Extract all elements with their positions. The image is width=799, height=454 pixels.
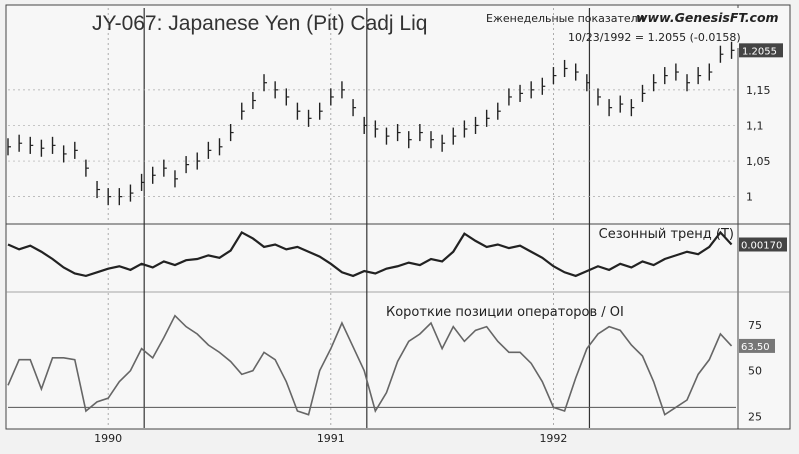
commercials-panel-title: Короткие позиции операторов / OI <box>386 305 624 320</box>
x-tick-label: 1990 <box>94 432 122 445</box>
weekly-label: Еженедельные показатели <box>486 12 645 25</box>
chart-frame <box>5 4 791 430</box>
x-tick-label: 1991 <box>317 432 345 445</box>
price-y-tick-label: 1 <box>746 191 753 204</box>
x-tick-label: 1992 <box>539 432 567 445</box>
commercials-y-tick-label: 50 <box>748 365 762 378</box>
header-backdrop <box>484 8 784 48</box>
commercials-line-layer <box>7 314 736 416</box>
commercials-y-tick-label: 75 <box>748 319 762 332</box>
price-y-tick-label: 1,05 <box>746 155 771 168</box>
chart-title: JY-067: Japanese Yen (Pit) Cadj Liq <box>92 12 427 35</box>
axis-labels-layer: 1990 1991 1992 1 1,05 1,1 1,15 1.2055 0.00170 25 5… <box>94 43 787 445</box>
price-readout: 10/23/1992 = 1.2055 (-0.0158) <box>568 31 741 44</box>
price-y-tick-label: 1,1 <box>746 119 764 132</box>
commercials-short-line <box>7 314 733 416</box>
seasonal-last-value-box <box>739 237 787 252</box>
commercials-y-tick-label: 25 <box>748 411 762 424</box>
seasonal-trend-line <box>7 230 733 278</box>
price-bars-layer <box>7 41 735 206</box>
price-last-value-label: 1.2055 <box>742 46 777 57</box>
commercials-last-value-box <box>739 338 775 353</box>
commercials-last-value-label: 63.50 <box>741 342 770 353</box>
seasonal-last-value-label: 0.00170 <box>741 241 782 252</box>
price-last-value-box <box>739 43 783 58</box>
price-y-tick-label: 1,15 <box>746 84 771 97</box>
site-label: www.GenesisFT.com <box>636 10 779 25</box>
seasonal-line-layer <box>7 230 733 278</box>
seasonal-panel-title: Сезонный тренд (T) <box>599 227 734 242</box>
